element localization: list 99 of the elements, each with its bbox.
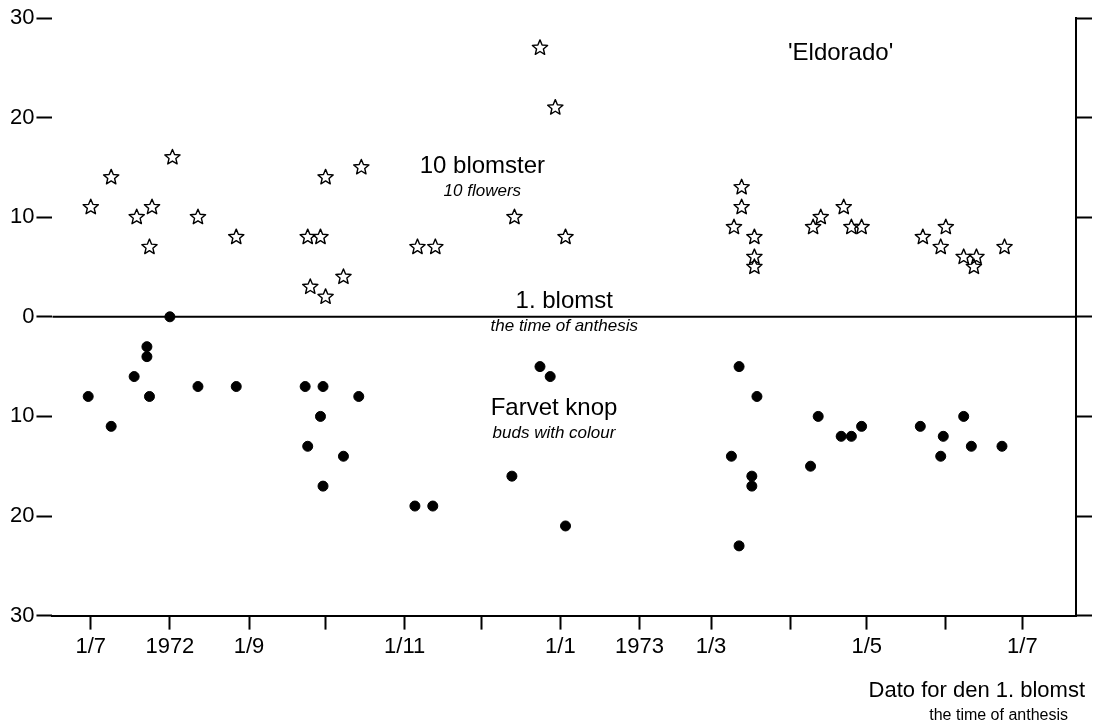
x-tick-label: 1/3 [695,632,727,658]
annotation: Farvet knop buds with colour [490,393,618,442]
point [317,288,334,305]
point [733,178,750,195]
point [227,228,245,245]
point [230,381,242,393]
point [301,278,319,295]
ref-line-label: 1. blomst the time of anthesis [490,286,639,336]
point [409,238,426,255]
y-tick-label: 10 [9,402,35,428]
point [544,371,556,383]
point [733,540,745,552]
point [312,228,329,245]
point [845,430,857,442]
point [82,198,100,215]
point [914,420,926,432]
point [141,341,153,353]
point [932,238,950,255]
point [189,208,207,225]
point [192,381,204,393]
point [958,410,970,422]
point [968,248,985,265]
point [812,410,824,422]
y-tick-label: 10 [9,203,35,229]
y-tick-label: 30 [9,601,35,627]
x-tick-label: 1/9 [233,632,265,658]
point [996,440,1008,452]
point [128,371,140,383]
point [82,390,94,402]
point [353,390,365,402]
point [725,218,743,235]
x-tick-label: 1/7 [75,632,107,658]
annotation: 'Eldorado' [787,38,894,66]
y-tick-label: 0 [22,302,35,328]
point [143,198,161,215]
point [141,238,158,255]
point [557,228,574,245]
point [299,228,317,245]
point [314,410,326,422]
point [733,361,745,373]
point [804,218,822,235]
point [746,248,763,265]
point [937,430,949,442]
point [955,248,972,265]
point [746,480,758,492]
point [531,39,549,56]
point [506,470,518,482]
x-tick-label: 1972 [145,632,195,658]
point [546,98,564,115]
point [965,440,977,452]
y-tick-label: 30 [9,4,35,30]
point [835,430,847,442]
point [937,218,955,235]
y-tick-label: 20 [9,103,35,129]
point [164,311,176,323]
x-axis-title: Dato for den 1. blomst the time of anthesis [868,677,1085,724]
point [746,228,763,245]
point [337,450,349,462]
point [409,500,421,512]
point [317,480,329,492]
point [143,390,155,402]
x-tick-label: 1/1 [545,632,576,658]
point [725,450,737,462]
point [141,351,153,363]
point [996,238,1013,255]
point [105,420,117,432]
point [506,208,523,225]
annotation: 10 blomster 10 flowers [419,150,546,200]
x-tick-label: 1/5 [851,632,882,658]
point [733,198,750,215]
point [560,520,572,532]
x-tick-label: 1/11 [384,632,426,658]
point [835,198,853,215]
point [317,168,334,185]
point [102,168,120,185]
point [856,420,868,432]
point [427,238,444,255]
point [965,258,983,275]
point [335,268,352,285]
point [128,208,146,225]
point [914,228,932,245]
point [746,258,763,275]
point [751,390,763,402]
point [164,148,181,165]
y-tick-label: 20 [9,502,35,528]
point [299,381,311,393]
point [302,440,314,452]
point [353,158,370,175]
point [427,500,439,512]
point [805,460,817,472]
x-tick-label: 1/7 [1007,632,1038,658]
point [853,218,870,235]
point [843,218,860,235]
point [746,470,758,482]
point [317,381,329,393]
point [935,450,947,462]
point [812,208,830,225]
point [534,361,546,373]
x-tick-label: 1973 [615,632,665,658]
